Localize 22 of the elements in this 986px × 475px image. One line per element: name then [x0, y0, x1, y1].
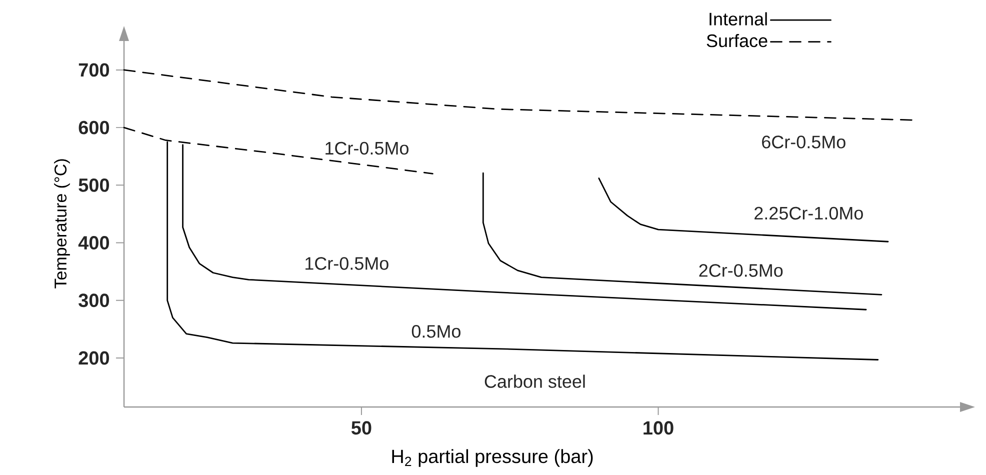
- annotation: 1Cr-0.5Mo: [326, 142, 408, 155]
- y-tick-label: 400: [78, 236, 110, 250]
- annotation: 2.25Cr-1.0Mo: [754, 206, 863, 220]
- x-tick-label: 100: [644, 421, 674, 435]
- annotation: Carbon steel: [484, 374, 585, 388]
- legend-label: Internal: [710, 12, 767, 26]
- y-tick-label: 300: [78, 294, 110, 308]
- y-axis-title: Temperature (°C): [54, 159, 70, 288]
- x-tick-label: 50: [351, 421, 372, 435]
- annotation: 2Cr-0.5Mo: [699, 264, 783, 277]
- y-tick-label: 500: [78, 178, 110, 192]
- annotation: 6Cr-0.5Mo: [762, 136, 846, 148]
- annotation: 0.5Mo: [412, 325, 460, 338]
- line-series: [123, 69, 914, 121]
- annotation: 1Cr-0.5Mo: [306, 257, 388, 270]
- line-series: [482, 172, 882, 296]
- legend-label: Surface: [706, 34, 768, 48]
- x-axis-title: H$_{2}$ partial pressure (bar): [392, 449, 593, 467]
- y-tick-label: 600: [78, 120, 110, 134]
- line-series: [598, 178, 889, 242]
- y-tick-label: 700: [78, 63, 110, 77]
- y-tick-label: 200: [78, 351, 110, 365]
